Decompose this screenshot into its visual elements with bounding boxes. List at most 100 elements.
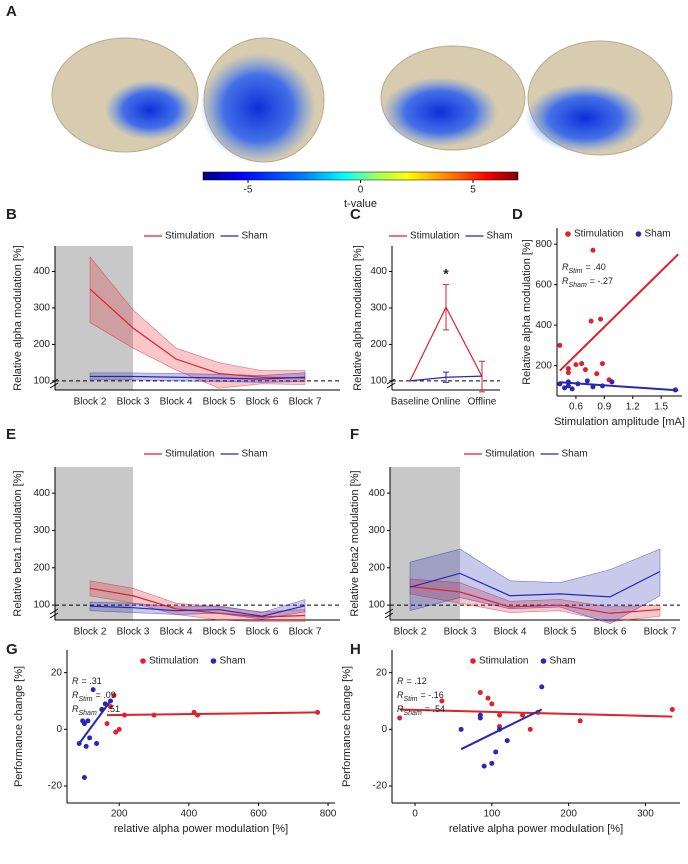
y-axis-label: Relative alpha modulation [%] [521, 239, 533, 385]
x-tick-label: Block 5 [203, 627, 236, 638]
scatter-point [588, 318, 594, 324]
scatter-point [81, 775, 87, 780]
legend-marker [635, 231, 642, 237]
scatter-point [397, 715, 403, 721]
scatter-point [577, 718, 583, 724]
y-tick-label: 400 [33, 488, 50, 499]
scatter-point [565, 383, 571, 389]
scatter-point [565, 366, 571, 372]
scatter-point [108, 704, 114, 710]
shaded-region [55, 246, 133, 390]
annotation-subscript: Stim [404, 696, 418, 703]
y-tick-label: 100 [33, 376, 50, 387]
legend-label: Stimulation [485, 449, 534, 460]
scatter-point [520, 712, 526, 718]
y-axis-label: Relative alpha modulation [%] [12, 245, 24, 391]
scatter-point [104, 721, 110, 727]
series-line [409, 570, 661, 598]
x-tick-label: Block 3 [444, 627, 477, 638]
scatter-point [590, 247, 596, 253]
panel-letter: E [6, 426, 16, 443]
y-tick-label: 0 [381, 724, 387, 735]
axis-break [384, 608, 394, 619]
regression-line [78, 700, 112, 745]
annotation: RStim = .40 [562, 262, 606, 274]
y-tick-label: 100 [370, 376, 387, 387]
axis-break [386, 378, 396, 389]
scatter-point [594, 371, 600, 377]
annotation: RStim = .09 [72, 690, 116, 702]
annotation-value: = -.16 [421, 690, 444, 700]
annotation-subscript: Sham [404, 710, 422, 717]
y-tick-label: 200 [535, 360, 552, 371]
y-tick-label: 800 [535, 239, 552, 250]
x-tick-label: 800 [320, 809, 337, 820]
annotation-symbol: R [397, 704, 404, 714]
x-tick-label: 0.6 [569, 402, 583, 413]
y-tick-label: 200 [33, 562, 50, 573]
panel-letter: G [6, 641, 18, 658]
legend-label: Sham [241, 231, 267, 242]
x-tick-label: 200 [560, 809, 577, 820]
y-tick-label: -20 [48, 781, 63, 792]
series-line [90, 375, 306, 380]
legend-label: Sham [561, 449, 587, 460]
scatter-point [477, 690, 483, 695]
scatter-point [83, 743, 89, 749]
scatter-point [669, 707, 675, 712]
x-tick-label: Block 6 [594, 627, 627, 638]
significance-marker: * [443, 265, 449, 281]
scatter-point [569, 386, 575, 392]
legend-marker [540, 658, 547, 664]
regression-line [107, 711, 320, 717]
y-tick-label: 0 [56, 724, 62, 735]
x-tick-label: Block 3 [117, 627, 150, 638]
scatter-point [497, 712, 503, 718]
x-tick-label: 0.9 [597, 402, 611, 413]
brain-activation [105, 80, 195, 140]
panel-letter: F [350, 426, 359, 443]
annotation: RSham = .54 [397, 704, 445, 716]
x-tick-label: Block 6 [246, 627, 279, 638]
x-tick-label: Online [432, 397, 461, 408]
y-tick-label: 400 [33, 266, 50, 277]
annotation-subscript: Sham [79, 710, 97, 717]
x-tick-label: 400 [180, 809, 197, 820]
y-axis-label: Performance change [%] [341, 666, 353, 787]
annotation-symbol: R [397, 690, 404, 700]
panel-letter: B [6, 206, 17, 223]
y-tick-label: 300 [33, 303, 50, 314]
brain-images [51, 37, 673, 163]
legend-label: Sham [486, 231, 512, 242]
annotation-symbol: R [562, 262, 569, 272]
scatter-point [493, 749, 499, 755]
shaded-region [390, 467, 460, 620]
legend-label: Stimulation [479, 656, 528, 667]
y-tick-label: 200 [33, 339, 50, 350]
panel-letter: D [512, 206, 523, 223]
scatter-point [90, 687, 96, 693]
scatter-point [111, 692, 117, 698]
scatter-point [81, 721, 87, 727]
annotation: RSham = -.27 [562, 276, 613, 288]
annotation-symbol: R [397, 676, 404, 686]
brain-activation [200, 53, 316, 163]
scatter-point [582, 367, 588, 373]
annotation-subscript: Stim [79, 696, 93, 703]
series-line [89, 605, 306, 617]
scatter-point [557, 342, 563, 348]
scatter-point [504, 738, 510, 744]
x-tick-label: 300 [637, 809, 654, 820]
axis-break [49, 378, 59, 389]
y-tick-label: 20 [376, 667, 388, 678]
brain-activation [525, 83, 645, 153]
scatter-point [85, 718, 91, 724]
brain-activation [382, 77, 498, 147]
series-line [89, 587, 306, 618]
y-tick-label: 100 [33, 600, 50, 611]
legend-marker [210, 658, 217, 664]
scatter-point [590, 384, 596, 390]
x-tick-label: 100 [483, 809, 500, 820]
x-tick-label: Block 3 [117, 397, 150, 408]
scatter-point [477, 712, 483, 718]
